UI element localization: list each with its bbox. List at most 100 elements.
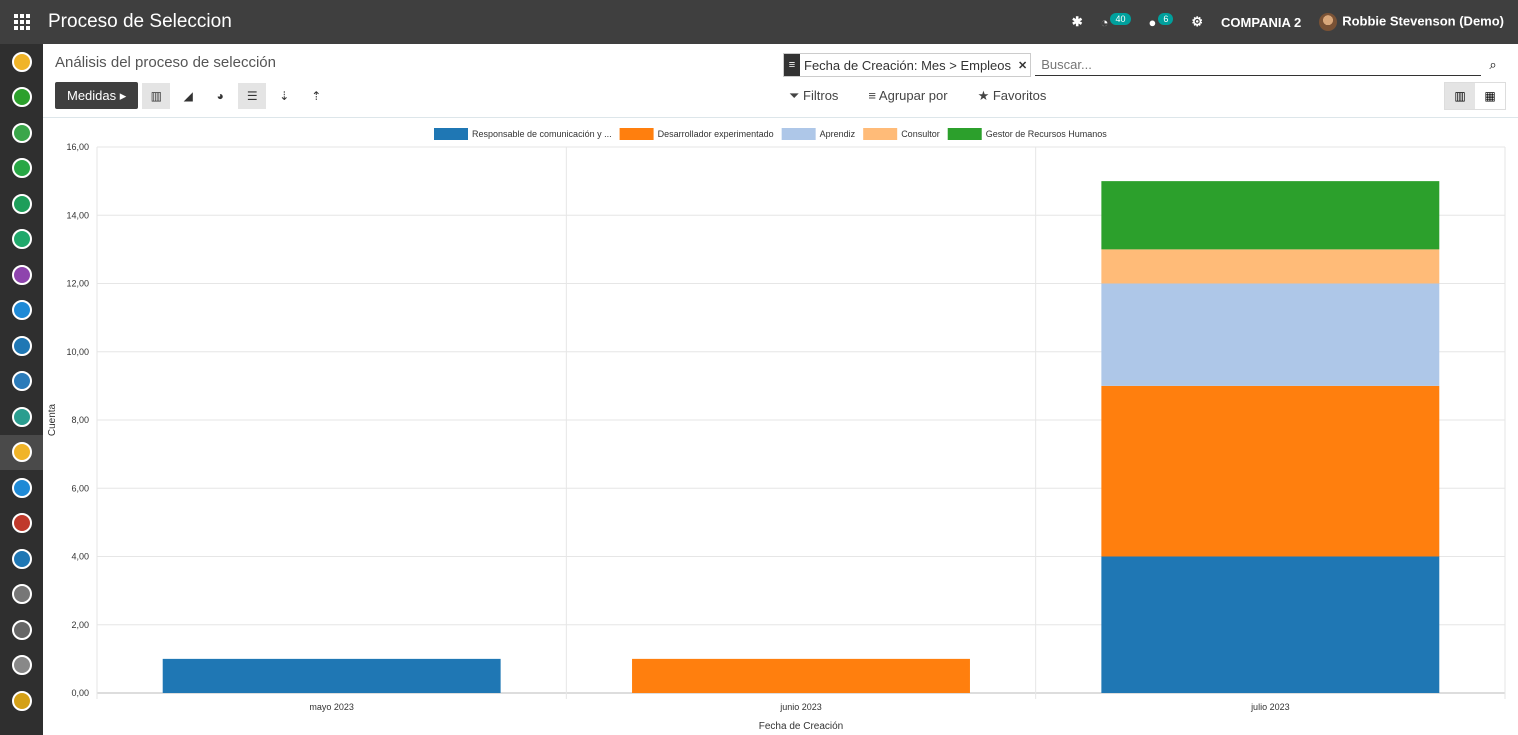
app-icon bbox=[11, 264, 32, 285]
y-tick-label: 14,00 bbox=[66, 210, 89, 220]
legend-swatch bbox=[619, 128, 654, 140]
sidebar-app-18[interactable] bbox=[0, 648, 43, 684]
sidebar-app-10[interactable] bbox=[0, 364, 43, 400]
apps-menu-icon[interactable] bbox=[0, 0, 44, 44]
app-icon bbox=[11, 300, 32, 321]
measures-button[interactable]: Medidas ▸ bbox=[55, 82, 139, 109]
y-axis-label: Cuenta bbox=[47, 403, 58, 436]
y-tick-label: 4,00 bbox=[71, 552, 89, 562]
line-chart-icon[interactable]: ◢ bbox=[183, 88, 193, 103]
graph-view-icon[interactable]: ▥ bbox=[1445, 83, 1475, 109]
sidebar-app-13[interactable] bbox=[0, 470, 43, 506]
bar-segment bbox=[1101, 556, 1440, 693]
sidebar-app-6[interactable] bbox=[0, 222, 43, 258]
x-tick-label: julio 2023 bbox=[1250, 702, 1290, 712]
sidebar-app-15[interactable] bbox=[0, 541, 43, 577]
app-icon bbox=[11, 229, 32, 250]
app-icon bbox=[11, 371, 32, 392]
legend-entry: Desarrollador experimentado bbox=[658, 129, 774, 139]
x-axis-label: Fecha de Creación bbox=[759, 721, 844, 732]
y-tick-label: 8,00 bbox=[71, 415, 89, 425]
search-input[interactable] bbox=[1035, 54, 1481, 76]
star-icon: ★ bbox=[977, 88, 990, 103]
messages-icon[interactable]: ● 6 bbox=[1149, 13, 1174, 30]
stacked-bar-chart: 0,00 2,00 4,00 6,00 8,00 10,00 12,00 14,00 16,00… bbox=[47, 128, 1506, 732]
app-icon bbox=[11, 655, 32, 676]
divider bbox=[43, 117, 1518, 118]
app-icon bbox=[11, 51, 32, 72]
bar-chart-icon[interactable]: ▥ bbox=[142, 82, 171, 109]
legend-swatch bbox=[434, 128, 468, 140]
pie-chart-icon[interactable]: ◕ bbox=[216, 88, 224, 103]
app-icon bbox=[11, 619, 32, 640]
sidebar-app-19[interactable] bbox=[0, 683, 43, 719]
sidebar-app-2[interactable] bbox=[0, 80, 43, 116]
company-switcher[interactable]: COMPANIA 2 bbox=[1221, 14, 1302, 30]
user-name: Robbie Stevenson (Demo) bbox=[1342, 13, 1504, 29]
sidebar-app-17[interactable] bbox=[0, 612, 43, 648]
sort-descending-icon[interactable]: ⇣ bbox=[279, 88, 290, 103]
sidebar-app-11[interactable] bbox=[0, 399, 43, 435]
legend-entry: Responsable de comunicación y ... bbox=[472, 129, 612, 139]
user-menu[interactable]: Robbie Stevenson (Demo) bbox=[1319, 13, 1504, 31]
app-icon bbox=[11, 513, 32, 534]
sidebar-app-14[interactable] bbox=[0, 506, 43, 542]
x-tick-label: mayo 2023 bbox=[309, 702, 354, 712]
y-tick-label: 10,00 bbox=[66, 347, 89, 357]
sidebar-app-7[interactable] bbox=[0, 257, 43, 293]
activity-clock-icon[interactable]: ◔ 40 bbox=[1101, 13, 1131, 30]
legend-swatch bbox=[863, 128, 898, 140]
app-icon bbox=[11, 548, 32, 569]
search-facet[interactable]: ≡ Fecha de Creación: Mes > Empleos ✕ bbox=[783, 53, 1032, 77]
search-icon[interactable]: ⌕ bbox=[1489, 57, 1497, 72]
legend-swatch bbox=[781, 128, 816, 140]
groupby-label: Agrupar por bbox=[878, 88, 948, 103]
app-icon bbox=[11, 335, 32, 356]
search-panel-options: ⏷ Filtros ≡ Agrupar por ★ Favoritos bbox=[789, 88, 1046, 104]
list-icon: ≡ bbox=[868, 88, 877, 103]
sidebar-app-5[interactable] bbox=[0, 186, 43, 222]
app-icon bbox=[11, 690, 32, 711]
app-icon bbox=[11, 477, 32, 498]
app-sidebar bbox=[0, 44, 43, 735]
y-tick-label: 2,00 bbox=[71, 620, 89, 630]
company-gears-icon[interactable]: ⚙ bbox=[1191, 14, 1204, 29]
stacked-icon[interactable]: ☰ bbox=[238, 82, 267, 109]
legend-entry: Aprendiz bbox=[820, 129, 856, 139]
sidebar-app-4[interactable] bbox=[0, 151, 43, 187]
legend-swatch bbox=[947, 128, 982, 140]
favorites-label: Favoritos bbox=[992, 88, 1047, 103]
pivot-view-icon[interactable]: ▦ bbox=[1484, 89, 1496, 103]
app-icon bbox=[11, 584, 32, 605]
app-icon bbox=[11, 122, 32, 143]
app-title[interactable]: Proceso de Seleccion bbox=[48, 11, 232, 32]
view-switcher: ▥ ▦ bbox=[1444, 82, 1506, 110]
user-avatar bbox=[1319, 13, 1338, 31]
bar-segment bbox=[1101, 283, 1440, 386]
favorites-dropdown[interactable]: ★ Favoritos bbox=[978, 88, 1047, 104]
remove-facet-icon[interactable]: ✕ bbox=[1018, 59, 1028, 72]
sidebar-app-8[interactable] bbox=[0, 293, 43, 329]
app-icon bbox=[11, 442, 32, 463]
facet-value: Fecha de Creación: Mes > Empleos bbox=[804, 57, 1012, 73]
bar-segment bbox=[1101, 385, 1440, 557]
main-content: Análisis del proceso de selección ≡ Fech… bbox=[43, 44, 1518, 735]
app-icon bbox=[11, 158, 32, 179]
sidebar-app-3[interactable] bbox=[0, 115, 43, 151]
sidebar-app-1[interactable] bbox=[0, 44, 43, 80]
bar-segment bbox=[162, 658, 501, 693]
graph-toolbar: Medidas ▸ ▥ ◢ ◕ ☰ ⇣ ⇡ bbox=[55, 82, 330, 109]
sidebar-app-recruitment[interactable] bbox=[0, 434, 43, 470]
y-tick-label: 16,00 bbox=[66, 142, 89, 152]
sidebar-app-16[interactable] bbox=[0, 577, 43, 613]
filters-dropdown[interactable]: ⏷ Filtros bbox=[789, 88, 838, 104]
bar-segment bbox=[632, 658, 970, 693]
sidebar-app-9[interactable] bbox=[0, 328, 43, 364]
sort-ascending-icon[interactable]: ⇡ bbox=[311, 88, 322, 103]
y-tick-label: 6,00 bbox=[71, 483, 89, 493]
legend-entry: Gestor de Recursos Humanos bbox=[986, 129, 1108, 139]
groupby-dropdown[interactable]: ≡ Agrupar por bbox=[868, 88, 947, 104]
debug-bug-icon[interactable]: ✱ bbox=[1071, 14, 1083, 29]
group-by-icon: ≡ bbox=[784, 54, 800, 76]
measures-label: Medidas bbox=[67, 88, 117, 103]
